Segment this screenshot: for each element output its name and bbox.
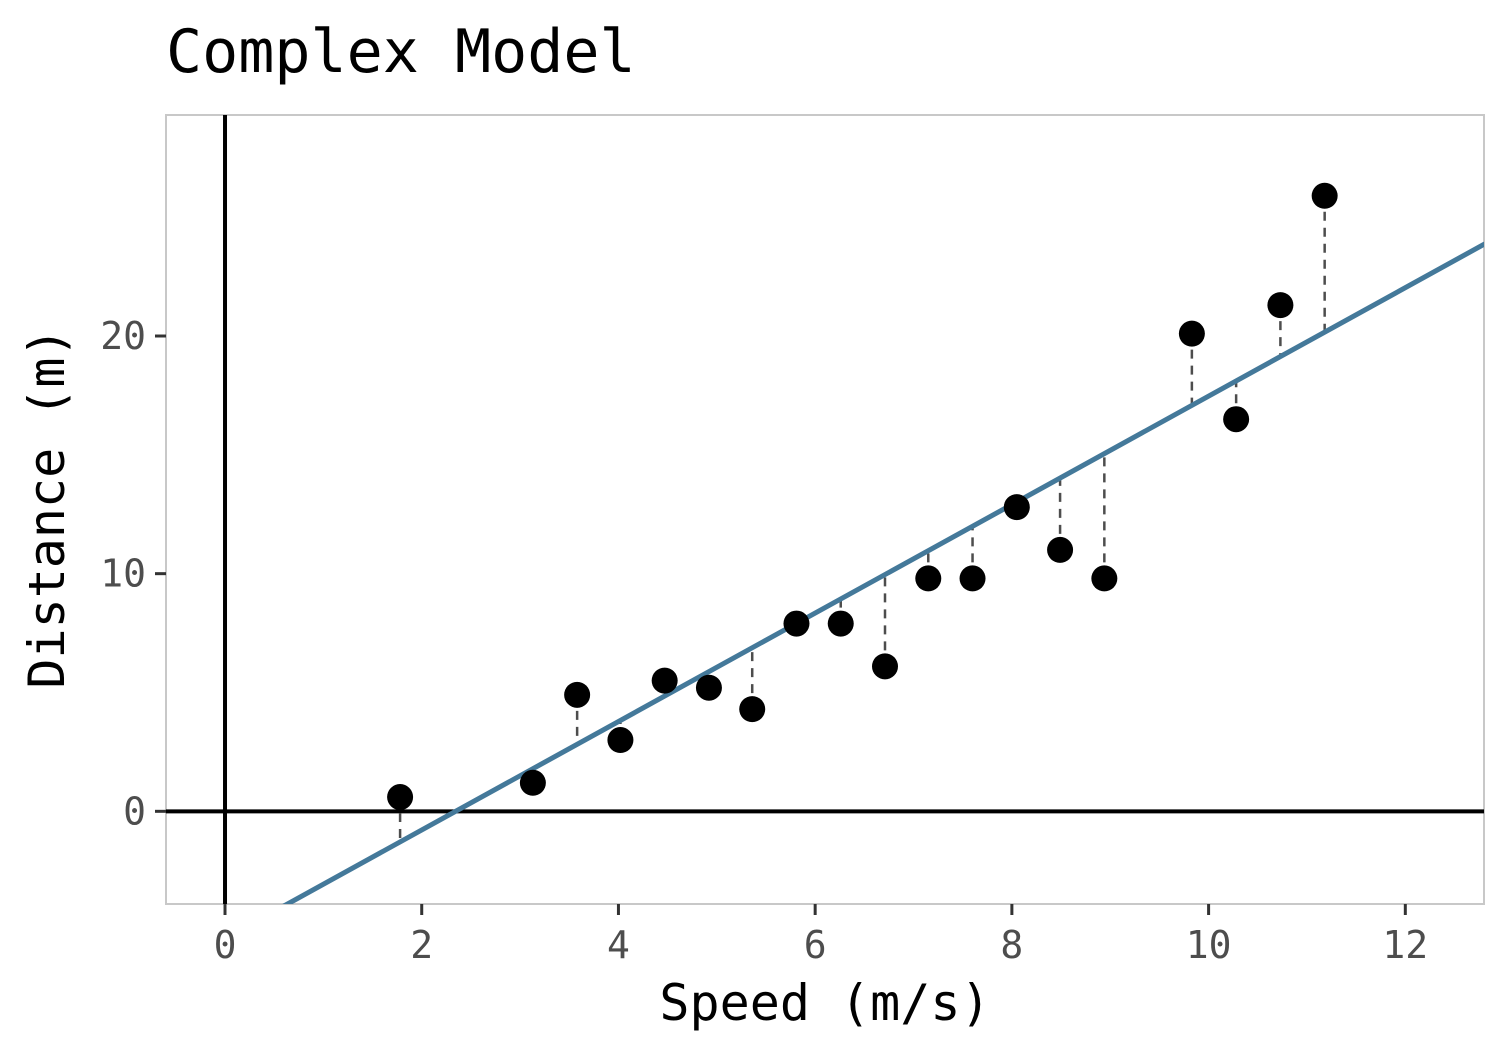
plot-area (166, 115, 1484, 904)
data-point-17 (1223, 406, 1250, 433)
data-point-15 (1091, 565, 1118, 592)
regression-line (282, 241, 1484, 904)
y-axis-title: Distance (m) (18, 327, 76, 688)
x-tick-label-6: 6 (804, 923, 827, 967)
x-tick-label-12: 12 (1382, 923, 1428, 967)
data-point-19 (1311, 182, 1338, 209)
x-tick-label-4: 4 (607, 923, 630, 967)
y-tick-label-20: 20 (100, 314, 146, 358)
data-point-8 (783, 610, 810, 637)
data-point-18 (1267, 292, 1294, 319)
data-point-10 (871, 653, 898, 680)
data-point-5 (651, 667, 678, 694)
y-tick-label-0: 0 (123, 789, 146, 833)
data-point-2 (519, 769, 546, 796)
x-tick-label-0: 0 (214, 923, 237, 967)
x-tick-label-10: 10 (1186, 923, 1232, 967)
data-point-6 (695, 674, 722, 701)
data-point-3 (564, 681, 591, 708)
data-point-1 (387, 784, 414, 811)
chart-title: Complex Model (166, 17, 636, 87)
x-tick-label-2: 2 (410, 923, 433, 967)
x-axis-title: Speed (m/s) (659, 974, 990, 1032)
x-tick-label-8: 8 (1000, 923, 1023, 967)
data-point-7 (739, 696, 766, 723)
data-point-9 (827, 610, 854, 637)
axes: 0 2 4 6 8 10 12 0 10 20 (100, 314, 1428, 967)
data-point-11 (915, 565, 942, 592)
data-point-12 (959, 565, 986, 592)
data-point-16 (1178, 320, 1205, 347)
data-point-13 (1003, 494, 1030, 521)
plot-panel (165, 114, 1485, 905)
y-tick-label-10: 10 (100, 552, 146, 596)
data-point-4 (607, 727, 634, 754)
data-point-14 (1047, 536, 1074, 563)
